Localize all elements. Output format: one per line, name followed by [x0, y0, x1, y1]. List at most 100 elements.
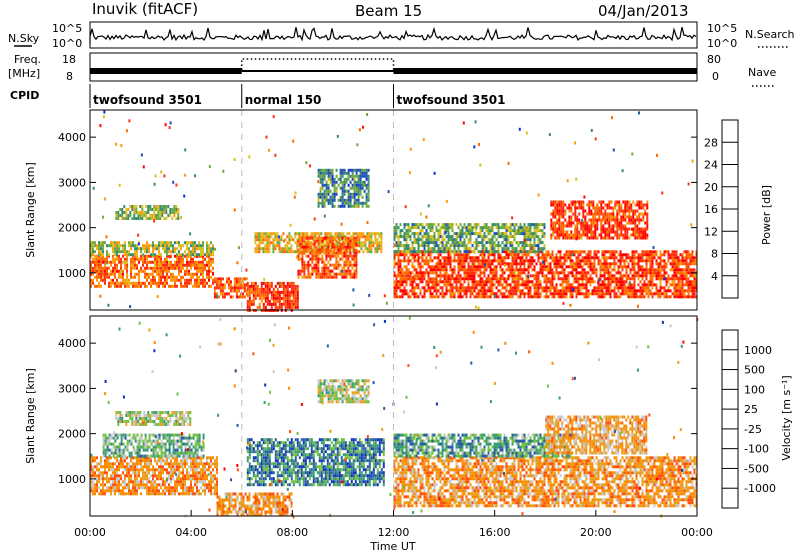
heatmap-cell — [503, 280, 506, 284]
heatmap-cell — [168, 275, 170, 279]
heatmap-cell — [117, 214, 120, 217]
heatmap-cell — [665, 283, 668, 287]
heatmap-cell — [288, 305, 291, 309]
heatmap-cell — [118, 257, 120, 261]
heatmap-cell — [600, 236, 603, 240]
heatmap-cell — [646, 227, 649, 231]
heatmap-cell — [395, 232, 398, 236]
heatmap-cell — [459, 229, 462, 233]
heatmap-cell — [229, 283, 232, 287]
heatmap-cell — [569, 271, 572, 275]
heatmap-cell — [262, 235, 265, 239]
heatmap-cell — [210, 260, 212, 264]
heatmap-cell — [685, 289, 688, 293]
heatmap-cell — [208, 244, 210, 248]
heatmap-cell — [475, 241, 478, 245]
heatmap-cell — [539, 250, 542, 254]
heatmap-cell — [126, 272, 128, 276]
heatmap-cell — [284, 302, 287, 306]
heatmap-cell — [595, 250, 598, 254]
heatmap-cell — [343, 201, 346, 205]
heatmap-cell — [521, 292, 524, 296]
heatmap-cell — [178, 253, 180, 257]
heatmap-cell — [649, 277, 652, 281]
heatmap-cell — [459, 223, 462, 227]
heatmap-cell — [552, 200, 555, 204]
heatmap-cell — [411, 271, 414, 275]
heatmap-cell — [618, 203, 621, 207]
heatmap-cell — [679, 274, 682, 278]
heatmap-cell — [529, 250, 532, 254]
heatmap-cell — [309, 257, 312, 261]
heatmap-cell — [320, 232, 323, 236]
heatmap-cell — [641, 283, 644, 287]
heatmap-cell — [359, 180, 362, 184]
heatmap-cell — [198, 241, 200, 245]
heatmap-cell — [262, 281, 265, 285]
heatmap-cell — [290, 284, 293, 288]
heatmap-cell — [649, 292, 652, 296]
heatmap-cell — [124, 257, 126, 261]
heatmap-cell — [651, 253, 654, 257]
heatmap-cell — [457, 253, 460, 257]
heatmap-cell — [561, 271, 564, 275]
heatmap-cell — [588, 200, 591, 204]
heatmap-cell — [689, 256, 692, 260]
heatmap-cell — [457, 292, 460, 296]
heatmap-cell — [539, 223, 542, 227]
heatmap-cell — [100, 272, 102, 276]
heatmap-cell — [146, 278, 148, 282]
heatmap-cell — [130, 244, 132, 248]
heatmap-cell — [471, 262, 474, 266]
heatmap-cell — [655, 250, 658, 254]
heatmap-cell — [499, 259, 502, 263]
heatmap-cell — [409, 283, 412, 287]
heatmap-cell — [160, 263, 162, 267]
heatmap-cell — [527, 235, 530, 239]
heatmap-cell — [321, 168, 324, 172]
heatmap-cell — [417, 277, 420, 281]
heatmap-cell — [527, 226, 530, 230]
heatmap-cell — [349, 263, 352, 267]
heatmap-cell — [158, 241, 160, 245]
heatmap-cell — [523, 268, 526, 272]
heatmap-cell — [158, 269, 160, 273]
heatmap-cell — [268, 244, 271, 248]
heatmap-cell — [409, 235, 412, 239]
heatmap-cell — [459, 286, 462, 290]
heatmap-cell — [313, 242, 316, 246]
heatmap-cell — [126, 284, 128, 288]
heatmap-cell — [606, 203, 609, 207]
heatmap-cell — [202, 241, 204, 245]
heatmap-cell — [465, 244, 468, 248]
heatmap-cell — [401, 274, 404, 278]
heatmap-cell — [168, 250, 170, 254]
heatmap-cell — [441, 265, 444, 269]
heatmap-cell — [618, 200, 621, 204]
heatmap-cell — [581, 286, 584, 290]
heatmap-cell — [235, 295, 238, 299]
heatmap-cell — [593, 286, 596, 290]
heatmap-cell — [631, 292, 634, 296]
heatmap-cell — [286, 250, 289, 254]
nsky-scale-bottom: 10^0 — [52, 37, 82, 50]
heatmap-cell — [451, 277, 454, 281]
heatmap-cell — [437, 262, 440, 266]
heatmap-cell — [521, 283, 524, 287]
heatmap-cell — [569, 253, 572, 257]
heatmap-cell — [217, 280, 220, 284]
heatmap-cell — [368, 241, 371, 245]
heatmap-cell — [363, 201, 366, 205]
heatmap-cell — [288, 247, 291, 251]
heatmap-cell — [457, 295, 460, 299]
heatmap-cell — [641, 277, 644, 281]
heatmap-cell — [134, 284, 136, 288]
heatmap-cell — [353, 263, 356, 267]
heatmap-cell — [453, 268, 456, 272]
heatmap-cell — [323, 275, 326, 279]
heatmap-cell — [653, 271, 656, 275]
heatmap-cell — [559, 256, 562, 260]
heatmap-cell — [139, 205, 142, 208]
heatmap-cell — [589, 283, 592, 287]
heatmap-cell — [325, 266, 328, 270]
